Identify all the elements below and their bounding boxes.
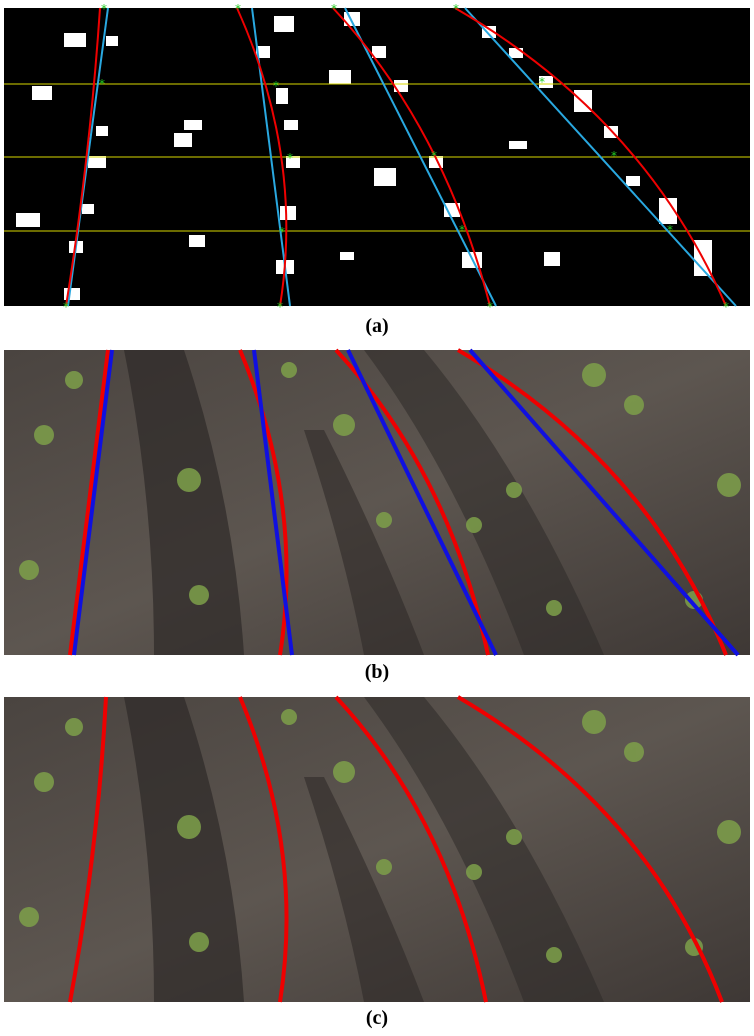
- svg-text:*: *: [487, 300, 493, 314]
- svg-text:*: *: [611, 149, 617, 163]
- svg-text:*: *: [331, 2, 337, 16]
- panel-b: [4, 350, 750, 655]
- svg-text:*: *: [101, 2, 107, 16]
- figure: * * * * * * * * * * * * * * * * * (a) (b) (c): [0, 0, 754, 1031]
- panel-label: (b): [365, 661, 389, 683]
- svg-text:*: *: [723, 300, 729, 314]
- svg-text:*: *: [99, 77, 105, 91]
- svg-text:*: *: [279, 225, 285, 239]
- svg-text:*: *: [277, 300, 283, 314]
- svg-text:*: *: [453, 2, 459, 16]
- svg-text:*: *: [287, 151, 293, 165]
- panel-a: * * * * * * * * * * * * * * * * *: [4, 2, 750, 314]
- svg-text:*: *: [273, 79, 279, 93]
- svg-text:*: *: [667, 223, 673, 237]
- svg-text:*: *: [539, 75, 545, 89]
- svg-text:*: *: [459, 223, 465, 237]
- panel-label: (a): [365, 315, 388, 337]
- svg-text:*: *: [63, 300, 69, 314]
- panel-c: [4, 697, 750, 1002]
- svg-text:*: *: [235, 2, 241, 16]
- panel-label: (c): [366, 1007, 388, 1029]
- svg-text:*: *: [431, 149, 437, 163]
